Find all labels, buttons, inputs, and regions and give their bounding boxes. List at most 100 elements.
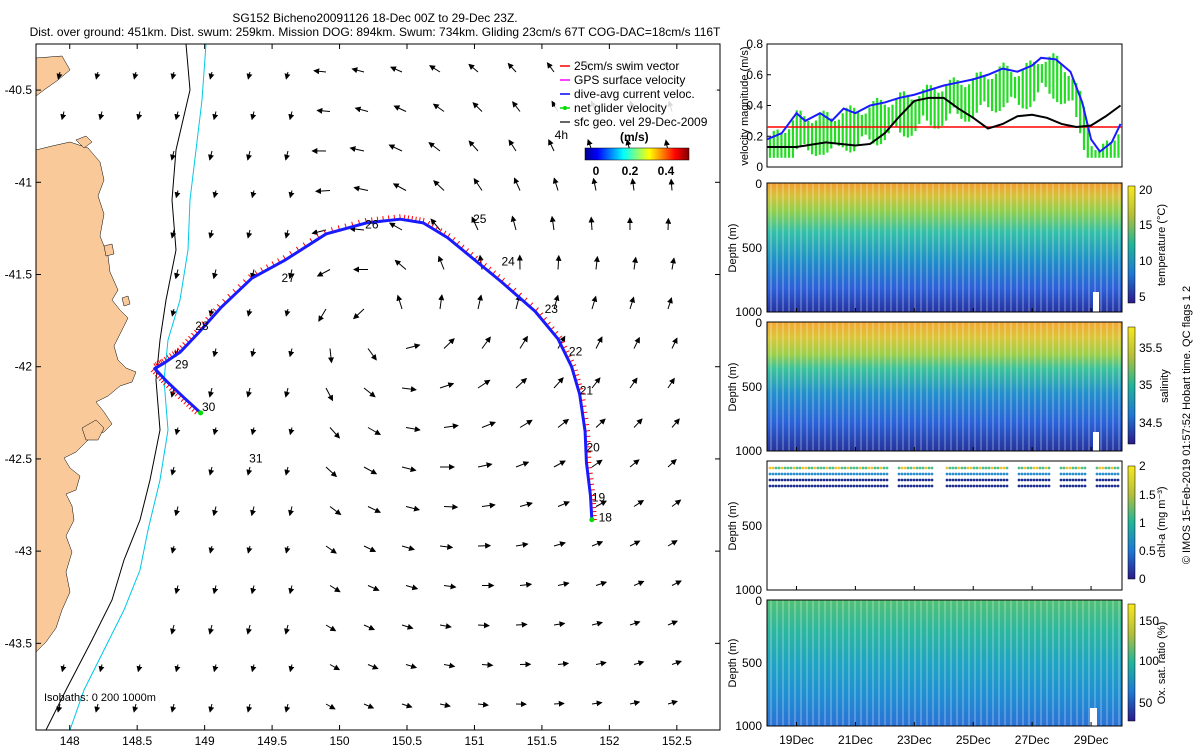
chla-sample — [861, 484, 865, 488]
velocity-arrow — [325, 545, 337, 554]
velocity-arrow — [98, 111, 105, 121]
chla-sample — [1020, 478, 1024, 482]
velocity-ylabel: velocity magnitude (m/s) — [739, 46, 751, 165]
velocity-arrow — [353, 185, 369, 192]
velocity-arrow — [552, 177, 559, 191]
velocity-arrow — [443, 423, 459, 430]
chla-sample — [861, 466, 865, 470]
velocity-arrow — [508, 139, 517, 152]
colorbar-tick-02: 0.2 — [622, 164, 639, 178]
chla-sample — [1020, 466, 1024, 470]
velocity-arrow — [284, 545, 291, 554]
velocity-arrow — [325, 703, 336, 710]
chla-sample — [1059, 478, 1063, 482]
time-tick-label: 19Dec — [779, 733, 814, 747]
velocity-arrow — [363, 387, 376, 398]
chla-cbar-label: chl-a (mg m⁻³) — [1156, 486, 1168, 557]
chla-sample — [798, 466, 802, 470]
chla-sample — [975, 466, 979, 470]
map-ytick-label: -42.5 — [5, 452, 33, 466]
chla-sample — [978, 472, 982, 476]
chla-sample — [1041, 466, 1045, 470]
chla-sample — [768, 472, 772, 476]
chla-sample — [960, 484, 964, 488]
chla-samples — [768, 466, 1120, 488]
chla-sample — [780, 484, 784, 488]
title-line-1: SG152 Bicheno20091126 18-Dec 00Z to 29-D… — [232, 11, 517, 25]
velocity-arrow — [56, 71, 63, 80]
velocity-arrow — [284, 71, 291, 80]
chla-sample — [1041, 478, 1045, 482]
map-frame — [35, 43, 721, 731]
velocity-arrow — [671, 337, 678, 349]
chla-sample — [1023, 484, 1027, 488]
chla-sample — [780, 472, 784, 476]
salinity-ylabel: Depth (m) — [727, 363, 739, 412]
chla-sample — [990, 472, 994, 476]
chla-sample — [885, 484, 889, 488]
velocity-arrow — [633, 580, 645, 587]
velocity-arrow — [546, 62, 555, 73]
title-line-2: Dist. over ground: 451km. Dist. swum: 25… — [30, 25, 721, 39]
chla-sample — [900, 478, 904, 482]
velocity-arrow — [170, 703, 177, 713]
velocity-arrow — [443, 583, 457, 590]
velocity-arrow — [212, 506, 218, 517]
velocity-arrow — [471, 216, 479, 231]
chla-sample — [783, 466, 787, 470]
chla-sample — [816, 466, 820, 470]
velocity-arrow — [363, 703, 375, 709]
chla-sample — [972, 466, 976, 470]
chla-sample — [945, 484, 949, 488]
chla-sample — [1044, 484, 1048, 488]
velocity-arrow — [433, 180, 445, 191]
chla-sample — [912, 478, 916, 482]
chla-sample — [834, 484, 838, 488]
chla-sample — [1062, 484, 1066, 488]
chla-sample — [798, 478, 802, 482]
chla-sample — [771, 472, 775, 476]
velocity-arrow — [588, 216, 595, 231]
chla-sample — [804, 466, 808, 470]
chla-sample — [867, 484, 871, 488]
velocity-arrow — [363, 466, 378, 475]
chla-sample — [969, 472, 973, 476]
velocity-arrow — [94, 703, 101, 713]
velocity-arrow — [405, 663, 418, 669]
velocity-arrow — [633, 418, 643, 428]
chla-sample — [1029, 478, 1033, 482]
velocity-arrow — [250, 348, 257, 358]
velocity-arrow — [329, 664, 341, 671]
velocity-arrow — [519, 581, 533, 588]
chla-sample — [1110, 472, 1114, 476]
chla-sample — [843, 466, 847, 470]
salinity-cbar-tick-35: 35 — [1139, 378, 1153, 392]
velocity-arrow — [591, 620, 603, 627]
time-tick-label: 27Dec — [1015, 733, 1050, 747]
chla-sample — [906, 478, 910, 482]
chla-sample — [1113, 472, 1117, 476]
velocity-arrow — [94, 71, 101, 80]
island-small-1 — [75, 135, 93, 149]
velocity-arrow — [250, 190, 257, 199]
chla-frame — [766, 460, 1123, 591]
chla-ytick-500: 500 — [742, 519, 762, 533]
velocity-arrow — [443, 662, 456, 669]
chla-sample — [771, 466, 775, 470]
chla-sample — [885, 466, 889, 470]
oxygen-cbar-tick-100: 100 — [1139, 654, 1159, 668]
chla-sample — [1107, 472, 1111, 476]
velocity-arrow — [284, 466, 291, 476]
velocity-arrow — [438, 294, 445, 310]
velocity-arrow — [519, 501, 533, 508]
map-background — [36, 44, 720, 730]
time-tick-label: 29Dec — [1074, 733, 1109, 747]
velocity-arrow — [288, 111, 295, 121]
velocity-arrow — [591, 540, 604, 547]
map-legend: 25cm/s swim vector GPS surface velocity … — [555, 59, 717, 178]
oxygen-ytick-1000: 1000 — [735, 719, 762, 733]
chla-sample — [1026, 484, 1030, 488]
chla-sample — [1038, 484, 1042, 488]
chla-sample — [849, 472, 853, 476]
chla-sample — [825, 484, 829, 488]
